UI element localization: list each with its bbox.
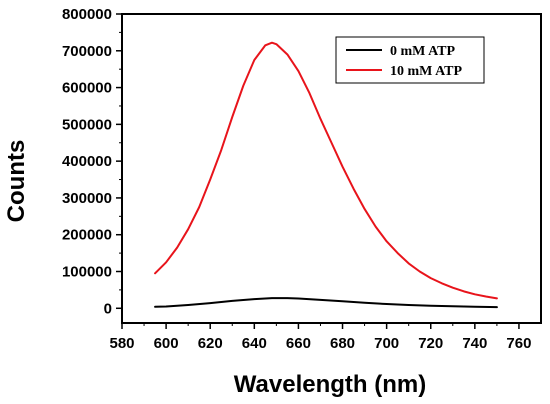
y-tick-label: 0: [104, 300, 112, 317]
x-axis-title: Wavelength (nm): [234, 371, 426, 398]
legend-label-2: 10 mM ATP: [390, 64, 463, 79]
y-axis-title: Counts: [3, 140, 30, 223]
y-tick-label: 100000: [62, 264, 112, 281]
y-tick-label: 400000: [62, 153, 112, 170]
y-tick-label: 200000: [62, 227, 112, 244]
y-tick-label: 700000: [62, 43, 112, 60]
x-tick-label: 680: [330, 335, 355, 352]
x-tick-label: 600: [154, 335, 179, 352]
plot-frame: [121, 13, 542, 324]
x-tick-label: 660: [286, 335, 311, 352]
x-tick-label: 760: [506, 335, 531, 352]
x-tick-label: 720: [418, 335, 443, 352]
y-tick-label: 600000: [62, 80, 112, 97]
x-tick-label: 580: [109, 335, 134, 352]
x-tick-label: 620: [198, 335, 223, 352]
y-tick-label: 500000: [62, 116, 112, 133]
x-tick-label: 740: [462, 335, 487, 352]
series-line-1: [154, 297, 498, 309]
y-tick-label: 800000: [62, 6, 112, 23]
series-line-2: [154, 41, 498, 300]
legend-label-1: 0 mM ATP: [390, 44, 456, 59]
x-tick-label: 700: [374, 335, 399, 352]
x-tick-label: 640: [242, 335, 267, 352]
legend-box: [335, 36, 485, 84]
y-tick-label: 300000: [62, 190, 112, 207]
